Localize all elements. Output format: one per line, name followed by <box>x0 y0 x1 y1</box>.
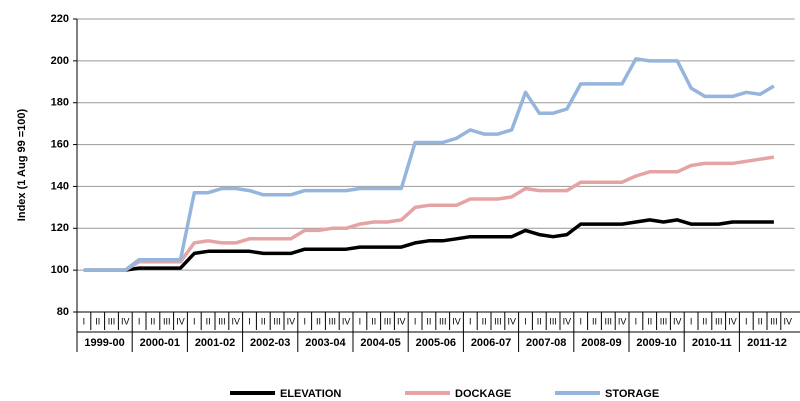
x-tick-label: IV <box>342 316 351 326</box>
x-tick-label: IV <box>563 316 572 326</box>
x-group-label: 2002-03 <box>250 337 290 349</box>
y-tick-label: 80 <box>57 306 69 318</box>
x-tick-label: IV <box>397 316 406 326</box>
x-tick-label: I <box>690 316 693 326</box>
series-line <box>83 57 775 272</box>
y-tick-label: 220 <box>51 13 69 25</box>
legend-label: STORAGE <box>605 388 659 400</box>
x-tick-label: IV <box>783 316 792 326</box>
x-group-label: 2007-08 <box>526 337 566 349</box>
series-line <box>83 155 775 272</box>
x-tick-label: II <box>316 316 321 326</box>
x-group-label: 2009-10 <box>636 337 676 349</box>
x-group-label: 2003-04 <box>305 337 346 349</box>
x-tick-label: III <box>549 316 557 326</box>
x-group-label: 2011-12 <box>747 337 787 349</box>
x-tick-label: I <box>303 316 306 326</box>
x-tick-label: II <box>702 316 707 326</box>
x-group-label: 2000-01 <box>140 337 180 349</box>
x-tick-label: III <box>273 316 281 326</box>
x-tick-label: I <box>359 316 362 326</box>
x-tick-label: III <box>218 316 226 326</box>
series-line <box>83 218 774 272</box>
x-tick-label: IV <box>728 316 737 326</box>
x-tick-label: III <box>439 316 447 326</box>
x-tick-label: III <box>108 316 116 326</box>
x-tick-label: IV <box>618 316 627 326</box>
x-tick-label: II <box>150 316 155 326</box>
x-tick-label: III <box>715 316 723 326</box>
x-tick-label: II <box>537 316 542 326</box>
legend-label: DOCKAGE <box>455 388 511 400</box>
x-tick-label: I <box>193 316 196 326</box>
x-tick-label: IV <box>231 316 240 326</box>
x-tick-label: II <box>95 316 100 326</box>
y-tick-label: 120 <box>51 222 69 234</box>
y-tick-label: 160 <box>51 138 69 150</box>
legend-label: ELEVATION <box>280 388 341 400</box>
x-group-label: 2004-05 <box>360 337 400 349</box>
x-group-label: 1999-00 <box>84 337 124 349</box>
x-tick-label: III <box>329 316 337 326</box>
x-group-label: 2006-07 <box>471 337 511 349</box>
y-axis-title: Index (1 Aug 99 =100) <box>16 108 28 221</box>
x-tick-label: II <box>592 316 597 326</box>
x-tick-label: IV <box>507 316 516 326</box>
x-group-label: 2010-11 <box>692 337 732 349</box>
x-tick-label: III <box>660 316 668 326</box>
x-group-label: 2008-09 <box>581 337 621 349</box>
x-tick-label: II <box>371 316 376 326</box>
y-tick-label: 180 <box>51 97 69 109</box>
x-tick-label: I <box>524 316 527 326</box>
x-tick-label: IV <box>452 316 461 326</box>
x-tick-label: II <box>482 316 487 326</box>
x-tick-label: I <box>248 316 251 326</box>
y-tick-label: 200 <box>51 55 69 67</box>
x-tick-label: III <box>163 316 171 326</box>
x-group-label: 2005-06 <box>416 337 456 349</box>
x-tick-label: I <box>138 316 141 326</box>
x-tick-label: IV <box>673 316 682 326</box>
x-tick-label: II <box>261 316 266 326</box>
x-tick-label: II <box>647 316 652 326</box>
x-group-label: 2001-02 <box>195 337 235 349</box>
x-tick-label: IV <box>121 316 130 326</box>
x-tick-label: III <box>384 316 392 326</box>
x-tick-label: I <box>579 316 582 326</box>
x-tick-label: II <box>758 316 763 326</box>
x-tick-label: III <box>494 316 502 326</box>
x-tick-label: I <box>414 316 417 326</box>
x-tick-label: III <box>770 316 778 326</box>
y-tick-label: 140 <box>51 180 69 192</box>
x-tick-label: I <box>469 316 472 326</box>
x-tick-label: I <box>635 316 638 326</box>
y-tick-label: 100 <box>51 264 69 276</box>
x-tick-label: II <box>206 316 211 326</box>
x-tick-label: II <box>426 316 431 326</box>
x-tick-label: IV <box>287 316 296 326</box>
x-tick-label: I <box>745 316 748 326</box>
x-tick-label: III <box>605 316 613 326</box>
x-tick-label: IV <box>176 316 185 326</box>
x-tick-label: I <box>83 316 86 326</box>
